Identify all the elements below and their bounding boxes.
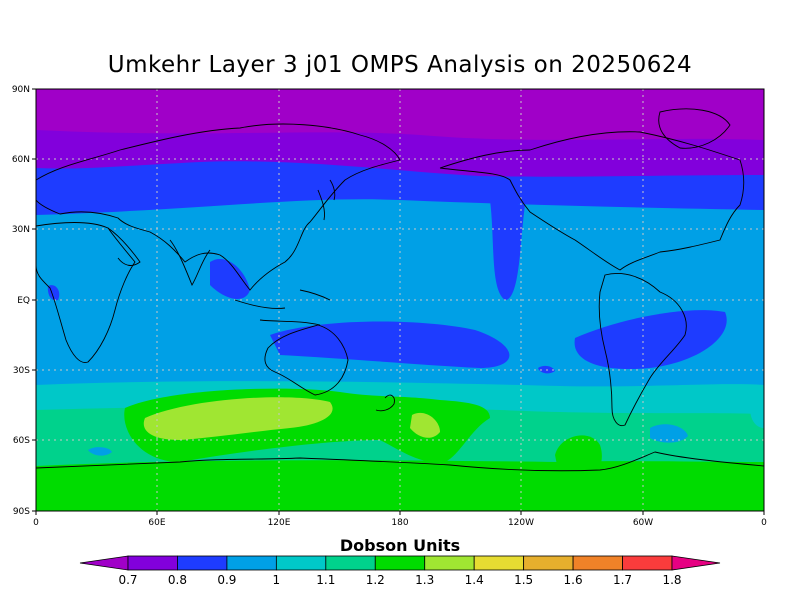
colorbar-swatch (177, 555, 228, 571)
colorbar-label: 0.9 (217, 573, 236, 587)
colorbar-label: 0.7 (118, 573, 137, 587)
south-america-patch (574, 310, 727, 370)
lon-label-60e: 60E (148, 518, 165, 528)
colorbar: 0.7 0.8 0.9 1 1.1 1.2 1.3 1.4 1.5 1.6 1.7 1.8 (79, 555, 721, 587)
lon-label-180: 180 (391, 518, 408, 528)
lat-label-60n: 60N (12, 155, 30, 165)
colorbar-arrow-low (79, 555, 129, 571)
lat-label-90n: 90N (12, 85, 30, 95)
lon-label-0-left: 0 (33, 518, 39, 528)
lon-label-0-right: 0 (761, 518, 767, 528)
colorbar-title: Dobson Units (339, 536, 461, 555)
colorbar-swatch (325, 555, 376, 571)
lat-label-eq: EQ (17, 296, 30, 306)
colorbar-swatch (226, 555, 277, 571)
lon-label-60w: 60W (633, 518, 653, 528)
colorbar-label: 1.6 (564, 573, 583, 587)
colorbar-swatch (275, 555, 327, 571)
colorbar-swatch (127, 555, 178, 571)
colorbar-label: 1.4 (465, 573, 484, 587)
lat-label-30n: 30N (12, 225, 30, 235)
indian-ocean-patch (210, 258, 250, 300)
colorbar-label: 1.7 (613, 573, 632, 587)
band-1.3-1.4 (143, 397, 333, 440)
colorbar-swatch (473, 555, 525, 571)
graticule (36, 89, 764, 511)
lat-ticks (32, 88, 36, 512)
pacific-tongue (490, 200, 525, 300)
colorbar-label: 1 (273, 573, 281, 587)
colorbar-label: 1.5 (514, 573, 533, 587)
lon-label-120w: 120W (508, 518, 534, 528)
lat-label-60s: 60S (13, 436, 30, 446)
colorbar-label: 1.2 (366, 573, 385, 587)
colorbar-arrow-high (671, 555, 721, 571)
lat-label-30s: 30S (13, 366, 30, 376)
south-pacific-patch (270, 321, 510, 368)
map-title: Umkehr Layer 3 j01 OMPS Analysis on 2025… (107, 52, 693, 78)
colorbar-swatch (424, 555, 475, 571)
colorbar-swatch (572, 555, 623, 571)
colorbar-label: 0.8 (168, 573, 187, 587)
colorbar-label: 1.1 (316, 573, 335, 587)
colorbar-label: 1.8 (662, 573, 681, 587)
colorbar-label: 1.3 (415, 573, 434, 587)
lon-ticks (35, 511, 765, 515)
colorbar-swatch (374, 555, 426, 571)
colorbar-swatch (523, 555, 574, 571)
lat-label-90s: 90S (13, 507, 30, 517)
lon-label-120e: 120E (268, 518, 291, 528)
colorbar-swatch (622, 555, 673, 571)
coastlines (36, 108, 764, 472)
